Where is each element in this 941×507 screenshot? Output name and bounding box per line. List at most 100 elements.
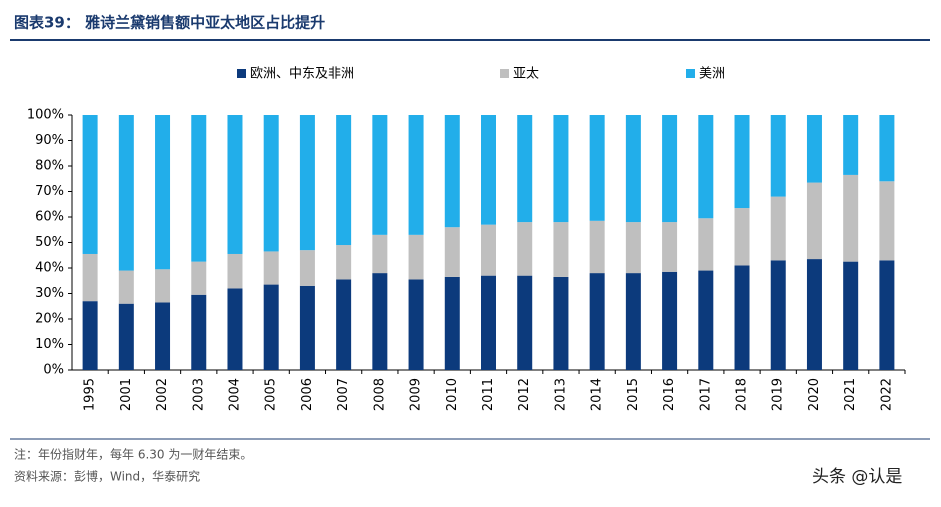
note: 注：年份指财年，每年 6.30 为一财年结束。 — [14, 447, 252, 462]
bar-segment — [806, 259, 822, 370]
x-tick-label: 2020 — [807, 378, 822, 411]
bar-segment — [589, 220, 605, 274]
bar-segment — [191, 261, 207, 295]
bar-segment — [82, 253, 98, 302]
legend-swatch — [500, 69, 509, 78]
bar-segment — [770, 115, 786, 197]
bar-segment — [444, 227, 460, 277]
x-tick-label: 2005 — [264, 378, 279, 411]
bar-segment — [118, 303, 134, 370]
bar-segment — [191, 115, 207, 262]
bar-segment — [372, 234, 388, 274]
bar-segment — [227, 115, 243, 254]
bar-segment — [517, 222, 533, 276]
y-tick-label: 60% — [35, 210, 64, 225]
x-tick-label: 2006 — [300, 378, 315, 411]
bar-segment — [625, 273, 641, 370]
bar-segment — [336, 115, 352, 246]
bar-segment — [879, 260, 895, 370]
bar-segment — [372, 273, 388, 370]
y-tick-label: 30% — [35, 286, 64, 301]
bar-segment — [299, 115, 315, 251]
legend-label: 亚太 — [513, 67, 539, 82]
bar-segment — [481, 224, 496, 276]
x-tick-label: 2011 — [481, 378, 496, 411]
bar-segment — [843, 115, 859, 175]
bar-segment — [408, 115, 424, 235]
bar-segment — [625, 222, 641, 274]
bar-segment — [734, 265, 750, 370]
legend-label: 欧洲、中东及非洲 — [250, 67, 354, 82]
bar-segment — [372, 115, 388, 235]
bar-segment — [625, 115, 641, 223]
bar-segment — [263, 115, 279, 252]
x-tick-label: 2021 — [843, 378, 858, 411]
bar-segment — [336, 245, 352, 280]
y-tick-label: 100% — [27, 108, 64, 123]
bar-segment — [843, 261, 859, 370]
bar-segment — [444, 276, 460, 370]
bar-segment — [770, 196, 786, 261]
bar-segment — [734, 208, 750, 266]
x-tick-label: 2009 — [409, 378, 424, 411]
legend-label: 美洲 — [699, 67, 725, 82]
x-tick-label: 2007 — [336, 378, 351, 411]
x-tick-label: 2015 — [626, 378, 641, 411]
bar-segment — [82, 301, 98, 370]
bar-segment — [263, 284, 279, 370]
x-tick-label: 2001 — [119, 378, 134, 411]
bar-segment — [299, 285, 315, 370]
bar-segment — [770, 260, 786, 370]
bar-segment — [553, 115, 569, 223]
bar-segment — [589, 273, 605, 370]
y-tick-label: 70% — [35, 184, 64, 199]
bar-segment — [879, 115, 895, 182]
bar-segment — [481, 115, 496, 225]
bar-segment — [155, 115, 171, 270]
bar-segment — [155, 302, 171, 370]
bar-segment — [662, 222, 678, 272]
bar-segment — [553, 276, 569, 370]
bar-segment — [155, 269, 171, 303]
bar-segment — [191, 294, 207, 370]
bar-segment — [118, 115, 134, 271]
watermark: 头条 @认是 — [812, 467, 902, 487]
bar-segment — [698, 218, 714, 271]
bar-segment — [662, 271, 678, 370]
y-tick-label: 80% — [35, 159, 64, 174]
x-tick-label: 2012 — [517, 378, 532, 411]
bar-segment — [408, 234, 424, 280]
bar-segment — [336, 279, 352, 370]
bar-segment — [517, 275, 533, 370]
legend-swatch — [237, 69, 246, 78]
source: 资料来源：彭博，Wind，华泰研究 — [14, 469, 200, 484]
x-tick-label: 2002 — [155, 378, 170, 411]
bar-segment — [806, 182, 822, 260]
x-tick-label: 2014 — [590, 378, 605, 411]
bar-segment — [408, 279, 424, 370]
bar-segment — [481, 275, 496, 370]
x-tick-label: 2019 — [771, 378, 786, 411]
y-tick-label: 0% — [43, 363, 64, 378]
bar-segment — [734, 115, 750, 209]
x-tick-label: 2003 — [191, 378, 206, 411]
x-tick-label: 2018 — [735, 378, 750, 411]
bar-segment — [263, 251, 279, 285]
bar-segment — [698, 115, 714, 219]
bar-segment — [662, 115, 678, 223]
bar-segment — [517, 115, 533, 223]
x-tick-label: 1995 — [83, 378, 98, 411]
y-tick-label: 40% — [35, 261, 64, 276]
bar-segment — [806, 115, 822, 183]
x-tick-label: 2010 — [445, 378, 460, 411]
bar-segment — [589, 115, 605, 221]
bar-segment — [553, 222, 569, 277]
y-tick-label: 20% — [35, 312, 64, 327]
bar-segment — [299, 250, 315, 286]
y-tick-label: 90% — [35, 133, 64, 148]
bar-segment — [879, 181, 895, 261]
x-tick-label: 2013 — [553, 378, 568, 411]
x-tick-label: 2016 — [662, 378, 677, 411]
x-tick-label: 2008 — [372, 378, 387, 411]
